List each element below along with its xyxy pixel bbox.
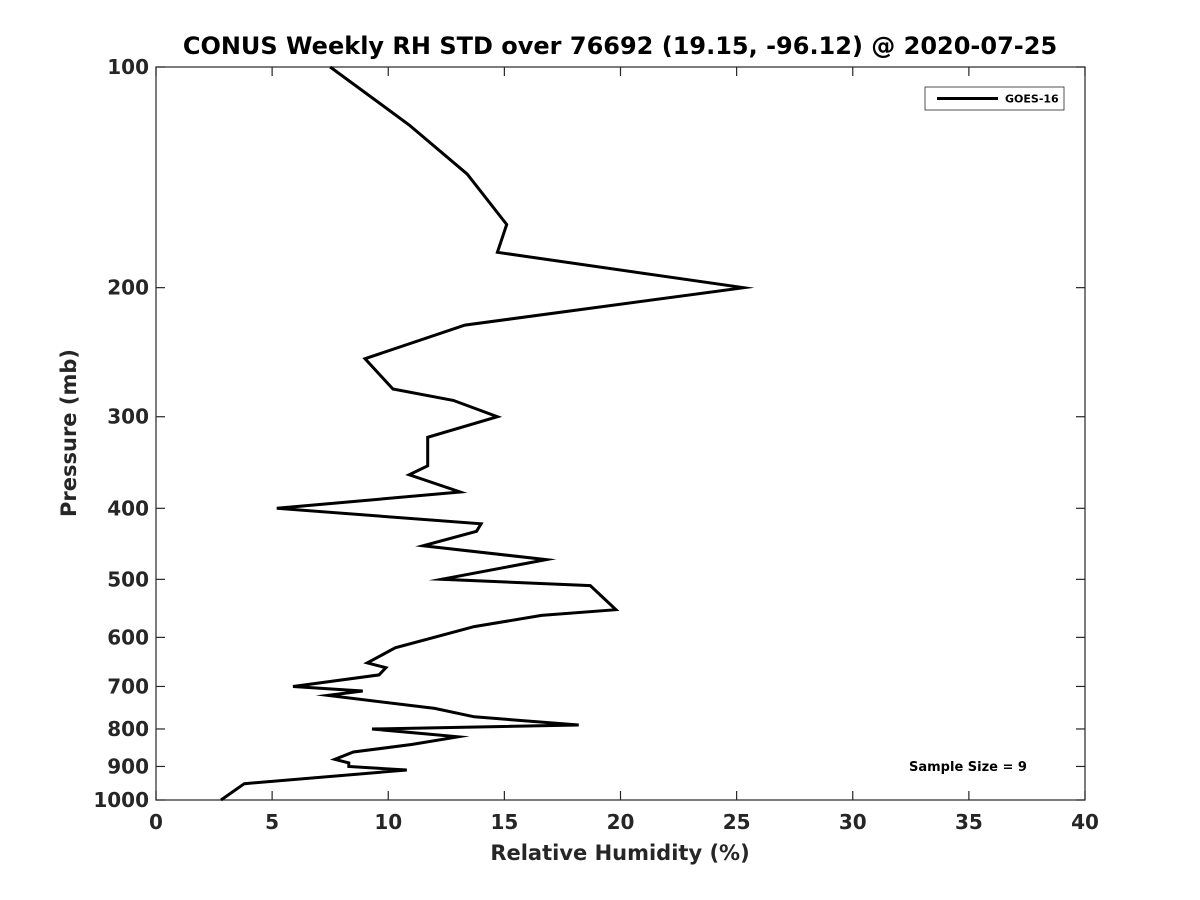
x-tick-label: 10 [374,810,402,834]
x-axis-ticks: 0 5 10 15 20 25 30 35 40 [149,67,1099,834]
legend-entry-goes-16: GOES-16 [1005,93,1059,106]
y-tick-label: 1000 [93,788,149,812]
y-tick-label: 300 [107,405,149,429]
y-tick-label: 700 [107,674,149,698]
y-tick-label: 500 [107,567,149,591]
legend: GOES-16 [924,86,1065,111]
x-tick-label: 0 [149,810,163,834]
sample-size-annotation: Sample Size = 9 [909,760,1027,775]
series-line-goes-16 [220,65,755,802]
y-axis-label: Pressure (mb) [57,349,81,517]
y-axis-ticks: 100 200 300 400 500 600 700 800 900 1000 [93,55,1085,812]
y-tick-label: 900 [107,754,149,778]
series-group [220,65,755,802]
axes: 0 5 10 15 20 25 30 35 40 100 200 300 400 500 600 700 80… [93,55,1099,834]
x-tick-label: 30 [839,810,867,834]
x-tick-label: 40 [1071,810,1099,834]
y-tick-label: 600 [107,625,149,649]
x-tick-label: 35 [955,810,983,834]
y-tick-label: 100 [107,55,149,79]
x-tick-label: 5 [265,810,279,834]
x-tick-label: 15 [490,810,518,834]
y-tick-label: 200 [107,276,149,300]
x-tick-label: 20 [607,810,635,834]
chart-title: CONUS Weekly RH STD over 76692 (19.15, -… [183,32,1057,60]
x-tick-label: 25 [723,810,751,834]
y-tick-label: 400 [107,496,149,520]
x-axis-label: Relative Humidity (%) [490,841,749,865]
y-tick-label: 800 [107,717,149,741]
